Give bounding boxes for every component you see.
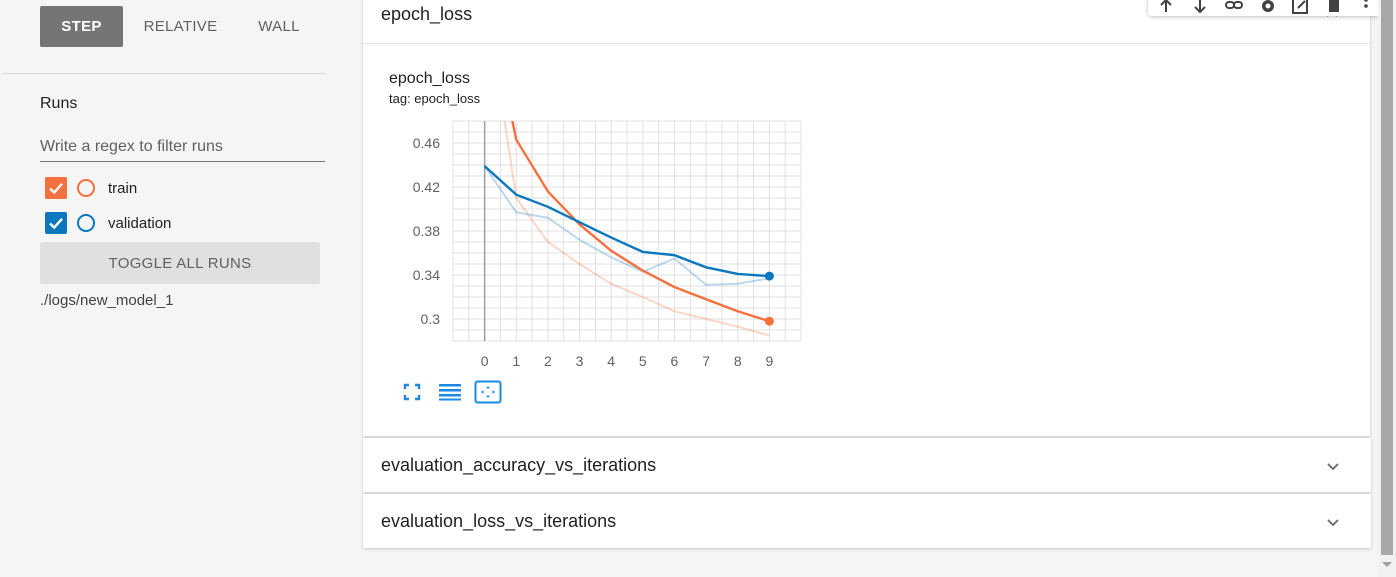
evaluation-loss-card-title: evaluation_loss_vs_iterations [381, 511, 617, 531]
step-button[interactable]: STEP [40, 6, 123, 47]
run-label-validation: validation [108, 214, 172, 232]
upload-icon[interactable] [1156, 0, 1176, 16]
fit-domain-button[interactable] [474, 380, 502, 404]
x-axis-type-selector: STEP RELATIVE WALL [40, 6, 320, 47]
run-label-train: train [108, 179, 138, 197]
validation-checkbox[interactable] [45, 212, 67, 234]
log-scale-button[interactable] [436, 380, 464, 404]
run-item-train[interactable]: train [45, 176, 137, 200]
scroll-down-arrow-icon[interactable] [1382, 562, 1392, 567]
open-in-new-icon[interactable] [1290, 0, 1310, 16]
runs-title: Runs [40, 95, 78, 112]
evaluation-accuracy-card[interactable]: evaluation_accuracy_vs_iterations [363, 438, 1371, 492]
gear-icon[interactable] [1258, 0, 1278, 16]
top-action-toolbar [1148, 0, 1380, 16]
chart-tag: tag: epoch_loss [389, 91, 481, 106]
scrollbar-thumb[interactable] [1381, 0, 1393, 555]
evaluation-accuracy-card-title: evaluation_accuracy_vs_iterations [381, 455, 657, 475]
relative-button[interactable]: RELATIVE [143, 18, 218, 35]
chart-title: epoch_loss [389, 70, 470, 87]
epoch-loss-card: epoch_loss [363, 0, 1370, 436]
sidebar-divider [3, 73, 325, 74]
run-filter-input[interactable] [40, 132, 325, 162]
delete-icon[interactable] [1324, 0, 1344, 16]
chevron-down-icon[interactable] [1325, 458, 1341, 474]
validation-color-swatch[interactable] [77, 214, 95, 232]
fit-to-data-icon [474, 380, 502, 404]
toggle-all-runs-button[interactable]: TOGGLE ALL RUNS [40, 242, 320, 284]
log-directory: ./logs/new_model_1 [40, 292, 174, 309]
epoch-loss-card-title: epoch_loss [381, 4, 473, 24]
chart-toolbar [398, 380, 512, 404]
link-icon[interactable] [1224, 0, 1244, 16]
sidebar: STEP RELATIVE WALL Runs train validation… [0, 0, 348, 577]
check-icon [49, 217, 63, 230]
lines-icon [439, 384, 461, 401]
download-icon[interactable] [1190, 0, 1210, 16]
vertical-scrollbar[interactable] [1378, 0, 1396, 577]
train-color-swatch[interactable] [77, 179, 95, 197]
run-item-validation[interactable]: validation [45, 211, 171, 235]
train-checkbox[interactable] [45, 177, 67, 199]
evaluation-loss-card[interactable]: evaluation_loss_vs_iterations [363, 494, 1371, 548]
chevron-down-icon[interactable] [1325, 514, 1341, 530]
wall-button[interactable]: WALL [258, 18, 300, 35]
fullscreen-button[interactable] [398, 380, 426, 404]
more-vert-icon[interactable] [1356, 0, 1376, 16]
bottom-spacer [363, 555, 1378, 577]
fullscreen-icon [403, 383, 421, 401]
check-icon [49, 182, 63, 195]
